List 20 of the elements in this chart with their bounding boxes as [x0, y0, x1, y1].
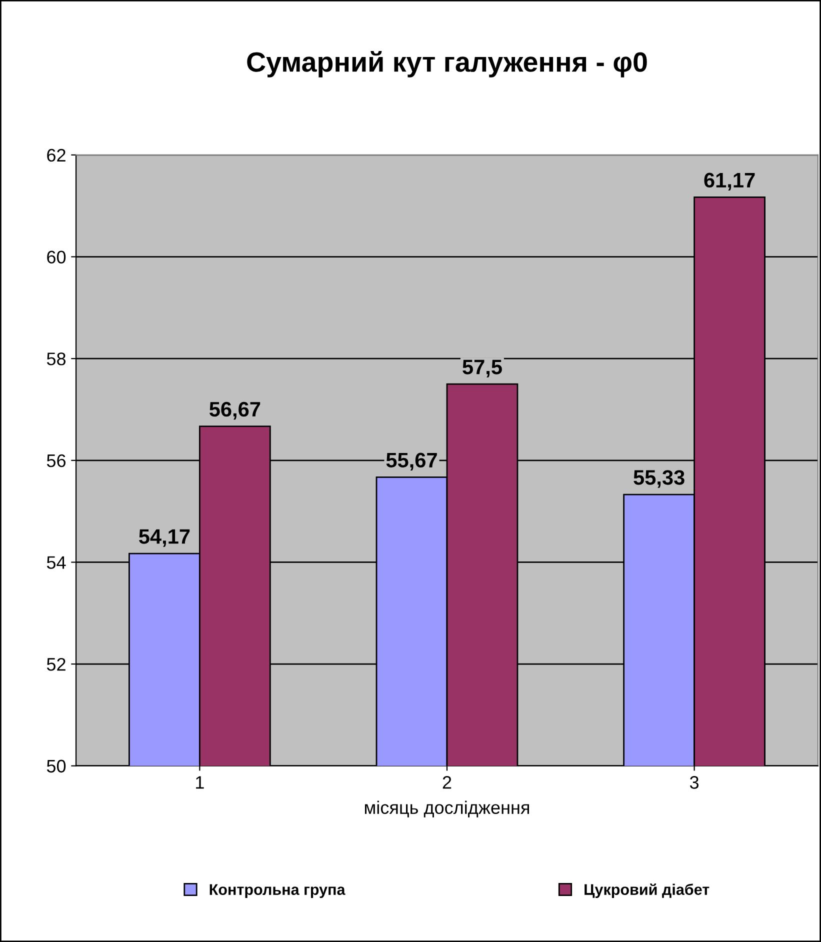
legend-label: Контрольна група: [210, 884, 346, 898]
y-tick-label: 60: [47, 250, 66, 264]
data-label: 55,67: [386, 452, 437, 471]
data-label: 54,17: [139, 529, 190, 547]
data-label: 55,33: [634, 470, 684, 488]
x-tick-label: 2: [442, 776, 452, 789]
chart-title: Сумарний кут галуження - φ0: [247, 50, 647, 78]
y-tick-label: 52: [46, 658, 66, 671]
y-tick-label: 62: [47, 148, 66, 162]
legend-label: Цукровий діабет: [584, 883, 710, 898]
data-label: 61,17: [704, 172, 755, 191]
y-tick-label: 58: [46, 352, 66, 366]
y-tick-label: 54: [46, 556, 66, 569]
x-tick-label: 1: [196, 776, 204, 789]
y-tick-label: 56: [46, 454, 66, 468]
x-tick-label: 3: [690, 776, 699, 789]
y-tick-label: 50: [46, 760, 66, 773]
data-label: 57,5: [462, 360, 502, 378]
data-label: 56,67: [210, 402, 260, 420]
x-axis-title: місяць дослідження: [364, 800, 530, 818]
